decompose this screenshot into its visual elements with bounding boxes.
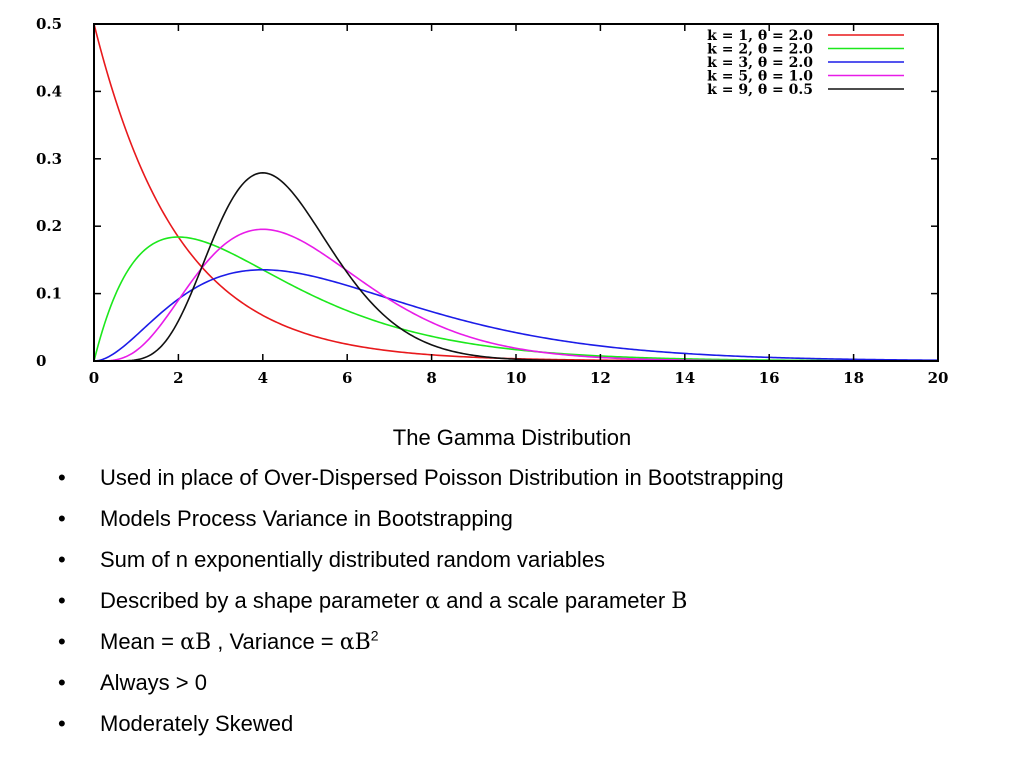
x-tick-label: 8 xyxy=(426,369,436,387)
alpha-symbol: α xyxy=(425,589,441,614)
bullet-point-icon: • xyxy=(58,588,66,613)
legend-label: k = 3, θ = 2.0 xyxy=(707,55,813,71)
y-tick-label: 0.3 xyxy=(36,150,62,168)
x-tick-label: 0 xyxy=(89,369,99,387)
x-tick-label: 6 xyxy=(342,369,352,387)
bullet-point-icon: • xyxy=(58,465,66,490)
bullet-item-mean-variance: • Mean = αΒ , Variance = αΒ2 xyxy=(58,628,784,669)
legend-label: k = 9, θ = 0.5 xyxy=(707,82,813,98)
legend: k = 1, θ = 2.0k = 2, θ = 2.0k = 3, θ = 2… xyxy=(707,28,904,98)
bullet-text: Described by a shape parameter xyxy=(100,588,426,613)
y-tick-label: 0.5 xyxy=(36,15,62,33)
variance-exponent: 2 xyxy=(370,627,379,644)
gamma-pdf-chart: 0 2 4 6 8 10 12 14 16 18 20 0 0.1 0.2 0.3 0.4 0.5 k = 1,… xyxy=(36,15,949,387)
x-tick-label: 2 xyxy=(173,369,183,387)
x-tick-label: 14 xyxy=(674,369,695,387)
series-line-2 xyxy=(93,236,939,362)
x-tick-label: 12 xyxy=(590,369,611,387)
bullet-text: Mean = xyxy=(100,629,181,654)
bullet-text: Used in place of Over-Dispersed Poisson … xyxy=(100,465,784,490)
y-tick-label: 0.1 xyxy=(36,285,62,303)
x-tick-label: 18 xyxy=(843,369,864,387)
bullet-text: Sum of n exponentially distributed rando… xyxy=(100,547,606,572)
bullet-point-icon: • xyxy=(58,629,66,654)
bullet-point-icon: • xyxy=(58,711,66,736)
variance-formula: αΒ xyxy=(339,630,371,655)
bullet-point-icon: • xyxy=(58,547,66,572)
y-tick-label: 0.4 xyxy=(36,82,62,100)
bullet-item-skewed: • Moderately Skewed xyxy=(58,710,784,751)
bullet-point-icon: • xyxy=(58,506,66,531)
beta-symbol: Β xyxy=(671,589,688,614)
y-tick-label: 0.2 xyxy=(36,217,62,235)
mean-formula: αΒ xyxy=(180,630,212,655)
bullet-text: Moderately Skewed xyxy=(100,711,294,736)
bullet-item-parameters: • Described by a shape parameter α and a… xyxy=(58,587,784,628)
y-tick-label: 0 xyxy=(36,352,46,370)
x-tick-label: 16 xyxy=(759,369,780,387)
bullet-item-overdispersed-poisson: • Used in place of Over-Dispersed Poisso… xyxy=(58,464,784,505)
bullet-text: and a scale parameter xyxy=(440,588,672,613)
bullet-item-sum-exponential: • Sum of n exponentially distributed ran… xyxy=(58,546,784,587)
x-tick-label: 20 xyxy=(928,369,949,387)
legend-label: k = 2, θ = 2.0 xyxy=(707,42,813,58)
bullet-text: , Variance = xyxy=(211,629,340,654)
x-tick-label: 4 xyxy=(258,369,268,387)
x-tick-label: 10 xyxy=(506,369,527,387)
bullet-text: Models Process Variance in Bootstrapping xyxy=(100,506,513,531)
legend-label: k = 5, θ = 1.0 xyxy=(707,69,813,85)
slide-caption: The Gamma Distribution xyxy=(392,425,632,450)
bullet-point-icon: • xyxy=(58,670,66,695)
bullet-item-always-positive: • Always > 0 xyxy=(58,669,784,710)
bullet-item-process-variance: • Models Process Variance in Bootstrappi… xyxy=(58,505,784,546)
series-line-3 xyxy=(93,268,939,362)
legend-label: k = 1, θ = 2.0 xyxy=(707,28,813,44)
bullet-list: • Used in place of Over-Dispersed Poisso… xyxy=(58,464,784,751)
bullet-text: Always > 0 xyxy=(100,670,207,695)
